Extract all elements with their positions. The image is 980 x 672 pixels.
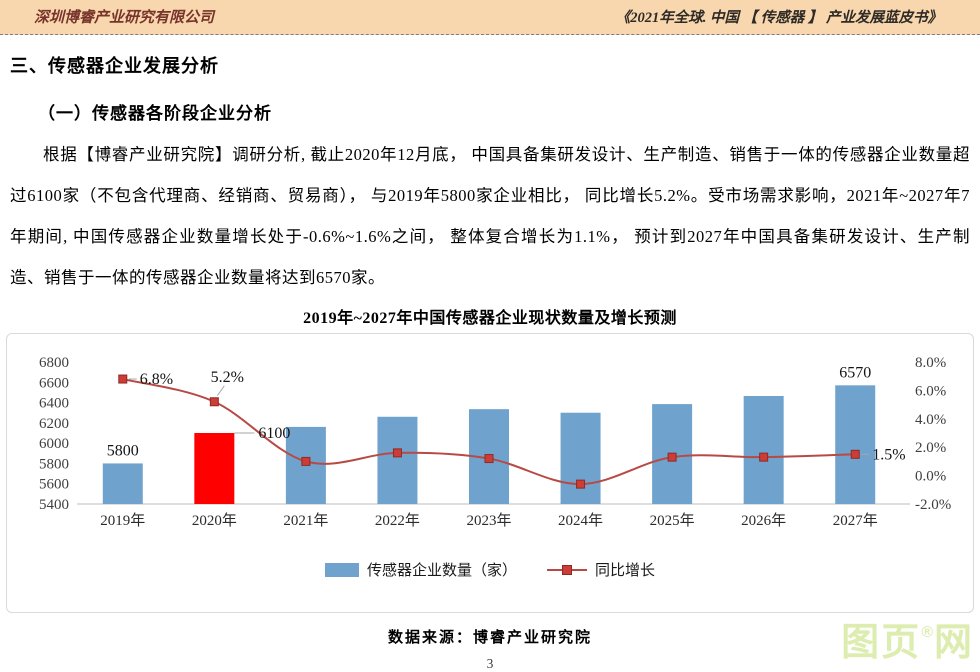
company-name: 深圳博睿产业研究有限公司	[34, 9, 215, 26]
right-axis-tick: 8.0%	[915, 355, 946, 371]
legend-item-line-series: 同比增长	[547, 559, 655, 580]
line-marker-2025年	[667, 452, 677, 462]
book-title: 《2021年全球. 中国 【 传感器 】 产业发展蓝皮书》	[615, 9, 942, 26]
legend-label-bar-series: 传感器企业数量（家）	[366, 563, 517, 579]
line-data-label: 5.2%	[211, 369, 244, 386]
line-marker-2027年	[850, 449, 860, 459]
left-axis-tick: 5800	[39, 456, 69, 472]
left-axis-tick: 6200	[39, 416, 69, 432]
x-axis-label: 2022年	[375, 512, 420, 529]
bar-data-label: 6100	[258, 425, 290, 442]
watermark-text-left: 图页	[841, 621, 922, 664]
left-axis-tick: 5400	[39, 497, 69, 513]
line-marker-2026年	[759, 452, 769, 462]
left-axis-tick: 5600	[39, 477, 69, 493]
label-leader-line	[216, 385, 225, 397]
line-data-label: 6.8%	[140, 371, 173, 388]
page-header-band: 深圳博睿产业研究有限公司 《2021年全球. 中国 【 传感器 】 产业发展蓝皮…	[0, 0, 980, 35]
bar-data-label: 5800	[107, 442, 139, 459]
x-axis-label: 2026年	[741, 512, 786, 529]
bar-2022年	[377, 416, 418, 504]
x-axis-label: 2023年	[466, 512, 511, 529]
subsection-heading: （一）传感器各阶段企业分析	[38, 104, 272, 123]
line-marker-2022年	[392, 448, 402, 458]
x-axis-label: 2020年	[192, 512, 237, 529]
line-data-label: 1.5%	[872, 446, 905, 463]
bar-2026年	[743, 395, 784, 504]
line-series-swatch-icon	[547, 564, 587, 575]
x-axis-label: 2027年	[833, 512, 878, 529]
body-paragraph: 根据【博睿产业研究院】调研分析, 截止2020年12月底， 中国具备集研发设计、…	[10, 145, 970, 287]
legend-label-line-series: 同比增长	[595, 563, 656, 579]
line-marker-icon	[562, 564, 572, 575]
bar-2024年	[560, 412, 601, 504]
line-marker-2020年	[209, 397, 219, 407]
line-marker-2024年	[576, 479, 586, 489]
left-axis-tick: 6400	[39, 396, 69, 412]
legend-item-bar-series: 传感器企业数量（家）	[324, 559, 517, 580]
bar-series-swatch-icon	[324, 562, 359, 577]
x-axis-label: 2021年	[283, 512, 328, 529]
left-axis-tick: 6000	[39, 436, 69, 452]
bar-2027年	[835, 385, 876, 504]
watermark: 图页®网	[841, 617, 974, 670]
bar-2019年	[102, 463, 143, 504]
line-marker-2021年	[301, 456, 311, 466]
section-heading: 三、传感器企业发展分析	[10, 56, 219, 76]
combo-chart: 5400 5600 5800 6000 6200 6400 6600 6800 -2.0% 0.0…	[39, 355, 951, 529]
line-marker-2023年	[484, 454, 494, 464]
x-axis-label: 2024年	[558, 512, 603, 529]
bar-data-label: 6570	[839, 364, 871, 381]
registered-trademark-icon: ®	[921, 623, 933, 641]
x-axis-label: 2025年	[650, 512, 695, 529]
left-axis-tick: 6800	[39, 355, 69, 371]
bar-2020年	[194, 433, 235, 504]
line-marker-2019年	[118, 374, 128, 384]
x-axis-label: 2019年	[100, 512, 145, 529]
chart-title: 2019年~2027年中国传感器企业现状数量及增长预测	[303, 310, 677, 327]
watermark-text-right: 网	[933, 621, 974, 664]
right-axis-tick: 4.0%	[915, 412, 946, 428]
right-axis-tick: -2.0%	[915, 497, 951, 513]
data-source-note: 数据来源：博睿产业研究院	[387, 630, 592, 646]
page-number: 3	[486, 656, 494, 671]
right-axis-tick: 0.0%	[915, 469, 946, 485]
right-axis-tick: 6.0%	[915, 383, 946, 399]
left-axis-tick: 6600	[39, 375, 69, 391]
right-axis-tick: 2.0%	[915, 440, 946, 456]
chart-container: 5400 5600 5800 6000 6200 6400 6600 6800 -2.0% 0.0…	[6, 333, 974, 613]
chart-legend: 传感器企业数量（家） 同比增长	[7, 559, 973, 580]
